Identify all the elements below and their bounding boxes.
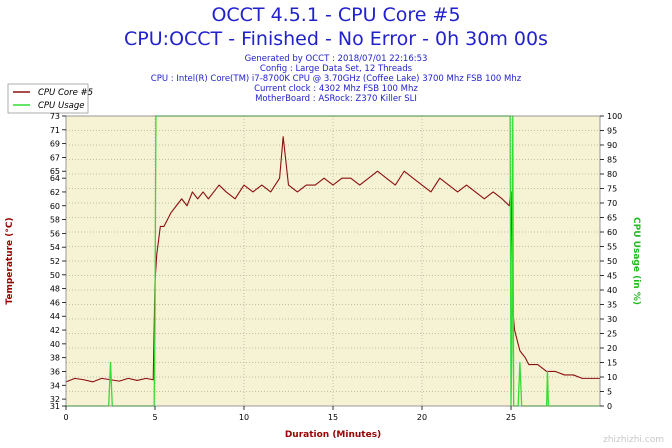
x-axis: 0 5 10 15 20 25	[63, 406, 516, 422]
y-tick-label-left: 46	[50, 298, 60, 307]
y-tick-label-right: 45	[607, 272, 617, 281]
y-tick-label-left: 64	[50, 174, 60, 183]
y-tick-label-right: 50	[607, 257, 617, 266]
y-tick-label-left: 62	[50, 188, 60, 197]
y-tick-label-left: 69	[50, 140, 60, 149]
x-tick-label: 5	[152, 413, 157, 422]
y-tick-label-left: 71	[50, 126, 60, 135]
y-axis-right: 0 5 10 15 20 25 30 35 40 45 50 55 60 65 70 75 80 85 90 95 10…	[600, 112, 622, 411]
info-cpu: CPU : Intel(R) Core(TM) i7-8700K CPU @ 3…	[151, 74, 522, 84]
info-config: Config : Large Data Set, 12 Threads	[260, 64, 413, 74]
y-tick-label-left: 60	[50, 202, 60, 211]
legend-label-core: CPU Core #5	[38, 88, 93, 98]
y-tick-label-right: 20	[607, 344, 617, 353]
y-tick-label-left: 34	[50, 381, 60, 390]
y-tick-label-left: 42	[50, 326, 60, 335]
y-tick-label-left: 31	[50, 402, 60, 411]
y-tick-label-left: 50	[50, 271, 60, 280]
y-tick-label-right: 10	[607, 373, 617, 382]
x-axis-label: Duration (Minutes)	[285, 430, 381, 440]
y-tick-label-left: 36	[50, 367, 60, 376]
y-tick-label-left: 54	[50, 243, 60, 252]
y-tick-label-right: 0	[607, 402, 612, 411]
y-tick-label-right: 75	[607, 185, 617, 194]
chart-title: OCCT 4.5.1 - CPU Core #5	[211, 4, 460, 26]
y-tick-label-right: 35	[607, 301, 617, 310]
y-tick-label-right: 100	[607, 112, 622, 121]
y-tick-label-right: 80	[607, 170, 617, 179]
info-motherboard: MotherBoard : ASRock: Z370 Killer SLI	[255, 94, 417, 104]
y-tick-label-left: 67	[50, 153, 60, 162]
y-tick-label-right: 90	[607, 141, 617, 150]
y-tick-label-right: 70	[607, 199, 617, 208]
info-clock: Current clock : 4302 Mhz FSB 100 Mhz	[254, 84, 418, 94]
y-tick-label-right: 65	[607, 214, 617, 223]
info-generated: Generated by OCCT : 2018/07/01 22:16:53	[245, 54, 428, 64]
x-tick-label: 15	[328, 413, 338, 422]
y-tick-label-right: 85	[607, 156, 617, 165]
legend-label-usage: CPU Usage	[38, 101, 84, 111]
watermark: zhizhizhi.com	[603, 435, 664, 445]
y-tick-label-left: 52	[50, 257, 60, 266]
y-tick-label-right: 60	[607, 228, 617, 237]
y-tick-label-left: 58	[50, 216, 60, 225]
x-tick-label: 10	[239, 413, 249, 422]
y-tick-label-right: 30	[607, 315, 617, 324]
y-tick-label-left: 40	[50, 340, 60, 349]
y-tick-label-left: 65	[50, 167, 60, 176]
y-axis-label-left: Temperature (°C)	[5, 217, 15, 304]
y-tick-label-right: 55	[607, 243, 617, 252]
y-tick-label-right: 25	[607, 330, 617, 339]
y-tick-label-right: 40	[607, 286, 617, 295]
y-tick-label-left: 44	[50, 312, 60, 321]
x-tick-label: 25	[506, 413, 516, 422]
y-tick-label-right: 5	[607, 388, 612, 397]
x-tick-label: 20	[417, 413, 427, 422]
y-tick-label-left: 32	[50, 395, 60, 404]
y-tick-label-left: 73	[50, 112, 60, 121]
y-tick-label-left: 56	[50, 229, 60, 238]
y-tick-label-left: 38	[50, 354, 60, 363]
x-tick-label: 0	[63, 413, 68, 422]
y-axis-label-right: CPU Usage (in %)	[631, 217, 641, 305]
legend-box	[7, 83, 89, 114]
y-tick-label-right: 95	[607, 127, 617, 136]
y-tick-label-right: 15	[607, 359, 617, 368]
legend: CPU Core #5 CPU Usage	[7, 83, 93, 114]
y-tick-label-left: 48	[50, 285, 60, 294]
chart-subtitle: CPU:OCCT - Finished - No Error - 0h 30m …	[124, 28, 548, 50]
